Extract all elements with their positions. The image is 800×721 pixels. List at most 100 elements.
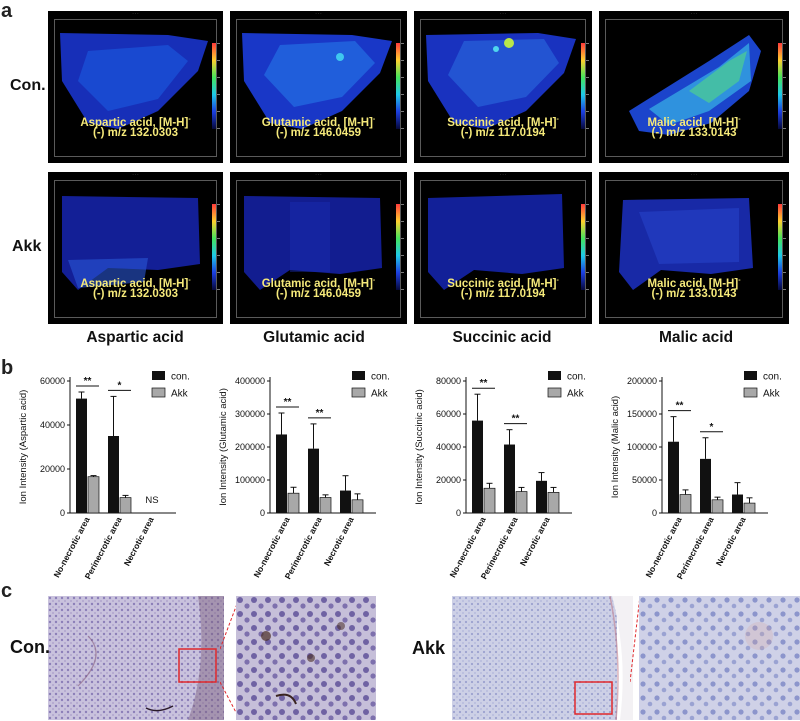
row-label-akk: Akk xyxy=(12,238,42,255)
legend-swatch-con xyxy=(744,371,757,380)
tissue-map xyxy=(428,194,564,290)
x-tick-label: Necrotic area xyxy=(518,515,552,567)
msi-image-con-aspartic: · · · Aspartic acid, [M-H]- (-) m/z 132.… xyxy=(48,11,223,163)
y-tick-label: 0 xyxy=(456,508,461,518)
msi-caption-line1: Succinic acid, [M-H]- xyxy=(414,113,592,130)
legend-swatch-con xyxy=(152,371,165,380)
y-axis-label: Ion Intensity (Malic acid) xyxy=(610,396,621,498)
bar-akk xyxy=(87,476,100,514)
legend-label: con. xyxy=(567,372,586,383)
zoom-region-box xyxy=(178,648,217,683)
panel-letter-a: a xyxy=(1,0,13,22)
legend-label: con. xyxy=(171,372,190,383)
y-axis-label: Ion Intensity (Glutamic acid) xyxy=(218,388,229,506)
column-label-succinic: Succinic acid xyxy=(452,329,552,346)
legend-label: Akk xyxy=(371,389,389,400)
tissue-map xyxy=(244,196,382,290)
legend-swatch-con xyxy=(352,371,365,380)
ihc-overview-con xyxy=(48,596,224,720)
caption-text: Malic acid, [M-H] xyxy=(647,116,739,129)
y-tick-label: 0 xyxy=(652,508,657,518)
bar-con xyxy=(668,441,679,513)
msi-image-con-malic: · · · Malic acid, [M-H]- (-) m/z 133.014… xyxy=(599,11,789,163)
charge-superscript: - xyxy=(556,116,559,123)
significance-label: ** xyxy=(676,401,684,412)
bar-chart-glutamic: Ion Intensity (Glutamic acid) 0 100000 2000… xyxy=(212,361,408,581)
tissue-map xyxy=(426,33,576,129)
legend-swatch-akk xyxy=(151,387,166,398)
chart-svg-aspartic: Ion Intensity (Aspartic acid) 0 20000 40000… xyxy=(18,371,190,581)
chart-svg-malic: Ion Intensity (Malic acid) 0 50000 100000 15… xyxy=(610,371,782,581)
column-label-glutamic: Glutamic acid xyxy=(263,329,365,346)
ihc-overview-akk xyxy=(452,596,633,720)
column-label-aspartic: Aspartic acid xyxy=(86,329,184,346)
bar-chart-aspartic: Ion Intensity (Aspartic acid) 0 20000 40000… xyxy=(12,361,212,581)
y-tick-label: 0 xyxy=(260,508,265,518)
bar-akk xyxy=(743,502,756,514)
msi-caption-line2: (-) m/z 132.0303 xyxy=(92,288,178,300)
significance-label: * xyxy=(118,380,122,391)
bar-chart-malic: Ion Intensity (Malic acid) 0 50000 100000 15… xyxy=(604,361,800,581)
msi-caption-line1: Malic acid, [M-H]- xyxy=(599,274,789,291)
bar-con xyxy=(732,494,743,513)
msi-caption-line1: Glutamic acid, [M-H]- xyxy=(230,274,407,291)
msi-image-con-succinic: · · · Succinic acid, [M-H]- (-) m/z 117.… xyxy=(414,11,592,163)
significance-label: ** xyxy=(284,397,292,408)
significance-label: ** xyxy=(84,376,92,387)
bar-con xyxy=(536,480,547,513)
bar-akk xyxy=(711,499,724,514)
legend-swatch-akk xyxy=(547,387,562,398)
bar-akk xyxy=(287,492,300,514)
legend-label: con. xyxy=(371,372,390,383)
x-tick-label: Necrotic area xyxy=(714,515,748,567)
significance-label: * xyxy=(710,422,714,433)
row-label-con: Con. xyxy=(10,77,46,94)
y-tick-label: 100000 xyxy=(235,475,265,485)
chart-svg-succinic: Ion Intensity (Succinic acid) 0 20000 40000… xyxy=(414,371,586,581)
charge-superscript: - xyxy=(372,277,376,284)
msi-caption-line2: (-) m/z 117.0194 xyxy=(460,127,546,139)
panel-letter-b: b xyxy=(1,357,14,379)
legend-label: Akk xyxy=(171,389,189,400)
x-tick-label: Necrotic area xyxy=(322,515,356,567)
bar-con xyxy=(504,444,515,513)
x-tick-label: Necrotic area xyxy=(122,515,156,567)
y-tick-label: 40000 xyxy=(40,420,65,430)
msi-caption-line2: (-) m/z 132.0303 xyxy=(92,127,178,139)
bar-con xyxy=(340,490,351,513)
zoom-guide-lines-akk xyxy=(630,596,640,683)
ihc-overview-akk-image xyxy=(452,596,633,720)
msi-image-akk-malic: · · · Malic acid, [M-H]- (-) m/z 133.014… xyxy=(599,172,789,324)
charge-superscript: - xyxy=(188,277,191,284)
charge-superscript: - xyxy=(738,277,741,284)
legend-swatch-akk xyxy=(351,387,366,398)
msi-image-akk-glutamic: · · · Glutamic acid, [M-H]- (-) m/z 146.… xyxy=(230,172,407,324)
msi-image-con-glutamic: · · · Glutamic acid, [M-H]- (-) m/z 146.… xyxy=(230,11,407,163)
bar-con xyxy=(76,398,87,513)
msi-caption-line2: (-) m/z 117.0194 xyxy=(460,288,546,300)
bar-con xyxy=(108,436,119,513)
caption-text: Aspartic acid, [M-H] xyxy=(80,277,189,290)
bar-con xyxy=(472,420,483,513)
y-tick-label: 200000 xyxy=(627,376,657,386)
significance-label: ** xyxy=(316,408,324,419)
msi-caption-line1: Glutamic acid, [M-H]- xyxy=(230,113,407,130)
msi-caption-line2: (-) m/z 146.0459 xyxy=(275,288,361,300)
bar-chart-succinic: Ion Intensity (Succinic acid) 0 20000 40000… xyxy=(408,361,604,581)
significance-label: ** xyxy=(480,378,488,389)
significance-label: NS xyxy=(145,495,158,506)
bar-con xyxy=(700,458,711,513)
bar-con xyxy=(276,434,287,513)
ihc-zoom-akk-image xyxy=(639,596,800,720)
caption-text: Malic acid, [M-H] xyxy=(647,277,739,290)
bar-akk xyxy=(679,494,692,514)
y-axis-label: Ion Intensity (Succinic acid) xyxy=(414,389,425,505)
y-tick-label: 80000 xyxy=(436,376,461,386)
ihc-zoom-con xyxy=(236,596,376,720)
msi-caption-line2: (-) m/z 133.0143 xyxy=(651,288,737,300)
y-tick-label: 200000 xyxy=(235,442,265,452)
legend-swatch-con xyxy=(548,371,561,380)
msi-caption-line2: (-) m/z 146.0459 xyxy=(275,127,361,139)
significance-label: ** xyxy=(512,414,520,425)
caption-text: Glutamic acid, [M-H] xyxy=(261,277,373,290)
